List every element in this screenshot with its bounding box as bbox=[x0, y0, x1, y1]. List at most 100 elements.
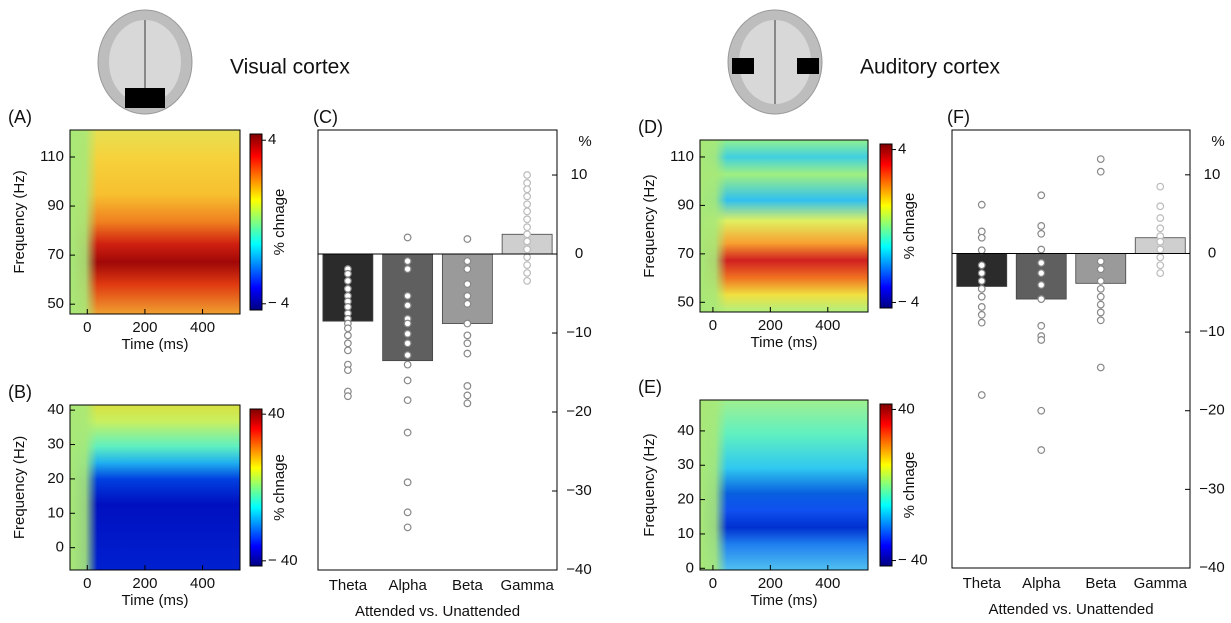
subject-point bbox=[977, 269, 986, 278]
subject-point bbox=[523, 223, 532, 232]
x-tick-label: Alpha bbox=[388, 577, 427, 594]
subject-point bbox=[403, 376, 412, 385]
colorbar-label: % chnage bbox=[901, 452, 918, 519]
x-tick-label: Gamma bbox=[500, 577, 554, 594]
heatmap-baseline-strip bbox=[70, 405, 240, 570]
y-tick-label: 40 bbox=[677, 422, 694, 439]
colorbar-tick-label: 4 bbox=[268, 131, 276, 148]
subject-point bbox=[1037, 321, 1046, 330]
subject-point bbox=[977, 310, 986, 319]
subject-point bbox=[523, 261, 532, 269]
y-tick-label: 30 bbox=[47, 436, 64, 453]
y-tick-label: 110 bbox=[670, 148, 694, 165]
panel-label: (D) bbox=[638, 117, 663, 137]
subject-point bbox=[403, 319, 412, 328]
subject-point bbox=[1156, 269, 1165, 278]
subject-point bbox=[977, 292, 986, 301]
subject-point bbox=[343, 366, 352, 375]
y-tick-label: −40 bbox=[566, 561, 591, 578]
x-axis-label: Time (ms) bbox=[751, 334, 818, 351]
subject-point bbox=[403, 329, 412, 338]
subject-point bbox=[977, 284, 986, 293]
subject-point bbox=[403, 257, 412, 266]
subject-point bbox=[1037, 245, 1046, 254]
subject-point bbox=[523, 215, 532, 224]
y-tick-label: 10 bbox=[571, 166, 588, 183]
subject-point bbox=[1096, 292, 1105, 301]
colorbar-tick-label: − 40 bbox=[268, 552, 298, 569]
subject-point bbox=[977, 246, 986, 255]
x-tick-label: 200 bbox=[758, 317, 783, 334]
subject-point bbox=[1096, 257, 1105, 266]
subject-point bbox=[403, 360, 412, 369]
y-axis-label: Frequency (Hz) bbox=[11, 170, 28, 273]
subject-point bbox=[1096, 363, 1105, 372]
y-axis-label: % bbox=[578, 133, 591, 150]
x-tick-label: Alpha bbox=[1022, 575, 1061, 592]
subject-point bbox=[403, 428, 412, 437]
subject-point bbox=[1156, 224, 1165, 233]
subject-point bbox=[463, 331, 472, 340]
plot-frame bbox=[699, 399, 869, 571]
subject-point bbox=[1156, 261, 1165, 270]
x-tick-label: 400 bbox=[815, 317, 840, 334]
subject-point bbox=[1156, 182, 1165, 191]
colorbar-tick-label: − 40 bbox=[898, 552, 928, 569]
subject-point bbox=[463, 265, 472, 273]
subject-point bbox=[1096, 300, 1105, 309]
y-tick-label: 10 bbox=[47, 504, 64, 521]
y-tick-label: 110 bbox=[40, 148, 64, 165]
subject-point bbox=[343, 284, 352, 293]
x-tick-label: 400 bbox=[190, 319, 215, 336]
y-tick-label: 0 bbox=[1208, 244, 1216, 261]
subject-point bbox=[1037, 281, 1046, 289]
section-title: Auditory cortex bbox=[860, 56, 1001, 79]
subject-point bbox=[403, 523, 412, 532]
colorbar-tick-label: 40 bbox=[268, 405, 285, 422]
panel-label: (B) bbox=[8, 382, 32, 402]
subject-point bbox=[463, 391, 472, 400]
y-axis-label: Frequency (Hz) bbox=[11, 436, 28, 539]
subject-point bbox=[343, 276, 352, 285]
y-tick-label: −30 bbox=[566, 482, 591, 499]
colorbar bbox=[879, 143, 893, 309]
y-tick-label: −20 bbox=[566, 403, 591, 420]
subject-point bbox=[523, 253, 532, 262]
y-tick-label: −10 bbox=[1199, 323, 1224, 340]
panel-label: (A) bbox=[8, 107, 32, 127]
y-tick-label: 20 bbox=[677, 491, 694, 508]
subject-point bbox=[1156, 214, 1165, 222]
subject-point bbox=[463, 299, 472, 308]
subject-point bbox=[463, 349, 472, 358]
y-axis-label: Frequency (Hz) bbox=[641, 174, 658, 277]
subject-point bbox=[1037, 258, 1046, 267]
y-tick-label: 70 bbox=[47, 246, 64, 263]
subject-point bbox=[977, 233, 986, 242]
x-tick-label: 400 bbox=[190, 575, 215, 592]
heatmap-baseline-strip bbox=[700, 140, 868, 312]
subject-point bbox=[523, 200, 532, 209]
brain-auditory bbox=[727, 9, 823, 115]
heatmap-baseline-strip bbox=[700, 400, 868, 570]
x-tick-label: 200 bbox=[758, 575, 783, 592]
plot-frame bbox=[69, 129, 241, 315]
subject-point bbox=[463, 235, 472, 243]
y-tick-label: −30 bbox=[1199, 480, 1224, 497]
x-axis-label: Attended vs. Unattended bbox=[355, 603, 520, 620]
subject-point bbox=[1096, 155, 1105, 163]
subject-point bbox=[1037, 295, 1046, 303]
y-axis-label: % bbox=[1211, 133, 1224, 150]
subject-point bbox=[403, 351, 412, 360]
subject-point bbox=[977, 261, 986, 270]
y-tick-label: 10 bbox=[677, 525, 694, 542]
subject-point bbox=[523, 185, 532, 194]
subject-point bbox=[343, 392, 352, 401]
colorbar bbox=[879, 403, 893, 567]
subject-point bbox=[463, 319, 472, 328]
subject-point bbox=[403, 233, 412, 242]
y-tick-label: 0 bbox=[56, 539, 64, 556]
subject-point bbox=[1156, 237, 1165, 246]
subject-point bbox=[463, 291, 472, 300]
y-axis-label: Frequency (Hz) bbox=[641, 433, 658, 536]
